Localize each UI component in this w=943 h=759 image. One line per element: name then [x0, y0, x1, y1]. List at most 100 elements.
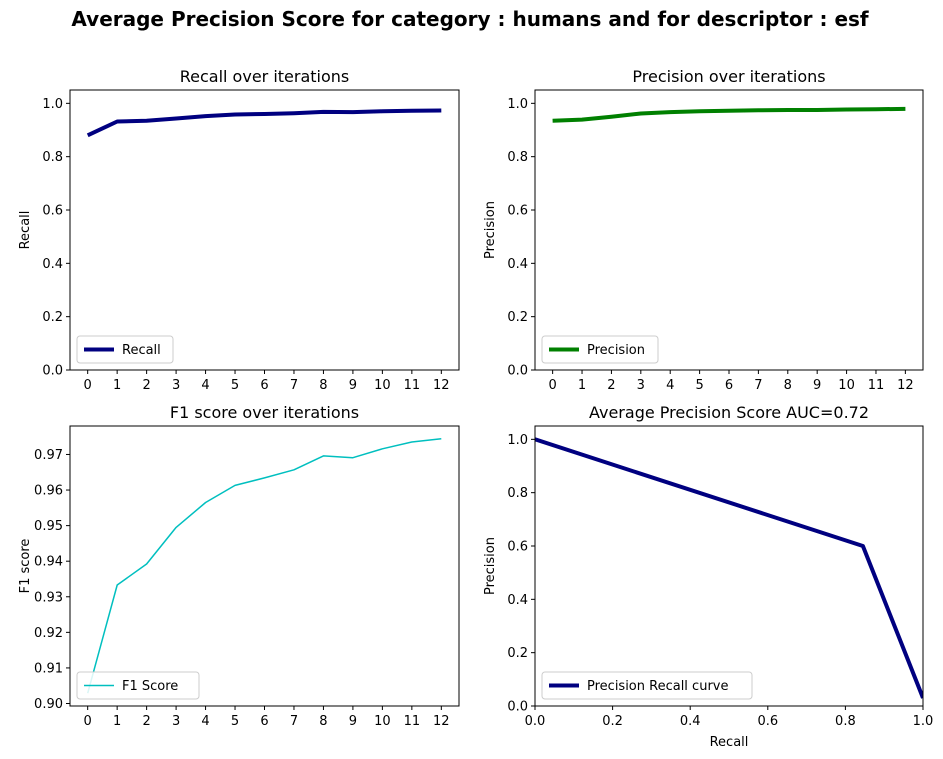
x-tick-label: 1: [113, 714, 121, 729]
axes-frame: [69, 89, 460, 371]
x-tick-label: 3: [637, 378, 645, 393]
x-tick-label: 10: [374, 714, 391, 729]
subplot-3: F1 score over iterations 0.90 0.91 0.92 0.93…: [18, 403, 460, 729]
legend: [541, 671, 753, 700]
x-tick-label: 8: [319, 714, 327, 729]
x-tick-label: 7: [290, 378, 298, 393]
y-tick-label: 1.0: [42, 97, 63, 112]
subplot-title: Recall over iterations: [180, 67, 350, 86]
y-tick-label: 0.8: [507, 150, 528, 165]
x-tick-label: 4: [201, 378, 209, 393]
y-tick-label: 0.4: [507, 593, 528, 608]
x-tick-label: 0.2: [602, 714, 623, 729]
x-tick-label: 2: [607, 378, 615, 393]
y-tick-label: 1.0: [507, 433, 528, 448]
y-tick-label: 0.90: [34, 697, 63, 712]
y-tick-label: 0.6: [507, 204, 528, 219]
x-tick-label: 6: [725, 378, 733, 393]
subplot-4: Average Precision Score AUC=0.72 0.0 0.2 0.…: [483, 403, 933, 750]
x-tick-label: 0.4: [680, 714, 701, 729]
x-tick-label: 9: [813, 378, 821, 393]
y-tick-label: 1.0: [507, 97, 528, 112]
x-tick-label: 11: [868, 378, 885, 393]
x-tick-label: 12: [433, 714, 450, 729]
y-axis-label: Precision: [483, 537, 498, 595]
x-tick-label: 0.6: [757, 714, 778, 729]
y-tick-label: 0.6: [42, 204, 63, 219]
x-tick-label: 5: [231, 714, 239, 729]
x-tick-label: 9: [349, 714, 357, 729]
x-tick-label: 6: [260, 378, 268, 393]
x-tick-label: 2: [142, 714, 150, 729]
x-tick-label: 0: [84, 714, 92, 729]
legend-label: F1 Score: [122, 679, 178, 694]
y-tick-label: 0.2: [507, 646, 528, 661]
y-axis-label: Recall: [18, 211, 33, 250]
x-tick-label: 8: [319, 378, 327, 393]
x-tick-label: 8: [784, 378, 792, 393]
y-axis-label: Precision: [483, 201, 498, 259]
legend: [76, 671, 200, 700]
y-tick-label: 0.8: [507, 486, 528, 501]
x-tick-label: 5: [231, 378, 239, 393]
x-tick-label: 7: [290, 714, 298, 729]
x-tick-label: 3: [172, 714, 180, 729]
y-tick-label: 0.8: [42, 150, 63, 165]
x-tick-label: 12: [897, 378, 914, 393]
figure-suptitle: Average Precision Score for category : h…: [71, 7, 869, 31]
x-tick-label: 10: [374, 378, 391, 393]
y-tick-label: 0.92: [34, 626, 63, 641]
y-tick-label: 0.0: [42, 364, 63, 379]
x-axis-label: Recall: [710, 735, 749, 750]
x-tick-label: 9: [349, 378, 357, 393]
legend-label: Precision: [587, 343, 645, 358]
y-tick-label: 0.93: [34, 590, 63, 605]
x-tick-label: 0: [84, 378, 92, 393]
x-tick-label: 6: [260, 714, 268, 729]
legend-label: Precision Recall curve: [587, 679, 728, 694]
series-line-precision: [552, 106, 906, 123]
x-tick-label: 11: [404, 714, 421, 729]
x-tick-label: 0.0: [525, 714, 546, 729]
axes-frame: [534, 425, 924, 707]
legend: [541, 335, 659, 364]
subplot-title: Average Precision Score AUC=0.72: [589, 403, 869, 422]
x-tick-label: 4: [666, 378, 674, 393]
x-tick-label: 1: [113, 378, 121, 393]
x-tick-label: 4: [201, 714, 209, 729]
y-tick-label: 0.95: [34, 519, 63, 534]
x-tick-label: 1.0: [913, 714, 934, 729]
subplot-1: Recall over iterations 0.0 0.2 0.4 0.6 0.8 1.0…: [18, 67, 460, 393]
x-tick-label: 1: [578, 378, 586, 393]
subplot-title: Precision over iterations: [632, 67, 825, 86]
x-tick-label: 12: [433, 378, 450, 393]
y-tick-label: 0.2: [507, 310, 528, 325]
x-tick-label: 0.8: [835, 714, 856, 729]
x-tick-label: 11: [404, 378, 421, 393]
y-tick-label: 0.97: [34, 448, 63, 463]
axes-frame: [69, 425, 460, 707]
y-tick-label: 0.6: [507, 540, 528, 555]
x-tick-label: 5: [695, 378, 703, 393]
x-tick-label: 3: [172, 378, 180, 393]
y-tick-label: 0.91: [34, 661, 63, 676]
series-line-precision-recall-curve: [535, 437, 923, 699]
subplot-title: F1 score over iterations: [170, 403, 359, 422]
y-tick-label: 0.4: [42, 257, 63, 272]
series-line-f1-score: [86, 438, 442, 694]
x-tick-label: 10: [838, 378, 855, 393]
y-tick-label: 0.94: [34, 555, 63, 570]
y-axis-label: F1 score: [18, 539, 33, 594]
x-tick-label: 7: [754, 378, 762, 393]
y-tick-label: 0.0: [507, 700, 528, 715]
x-tick-label: 0: [548, 378, 556, 393]
x-tick-label: 2: [142, 378, 150, 393]
y-tick-label: 0.96: [34, 484, 63, 499]
legend-label: Recall: [122, 343, 161, 358]
y-tick-label: 0.2: [42, 310, 63, 325]
y-tick-label: 0.4: [507, 257, 528, 272]
subplot-2: Precision over iterations 0.0 0.2 0.4 0.6 0.8…: [483, 67, 924, 393]
series-line-recall: [86, 108, 442, 138]
axes-frame: [534, 89, 924, 371]
